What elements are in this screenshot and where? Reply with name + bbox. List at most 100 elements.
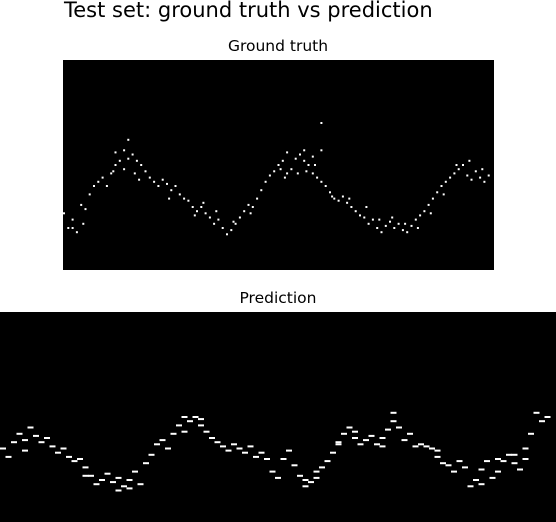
data-point [264, 180, 267, 183]
data-point [335, 443, 342, 446]
data-point [363, 439, 369, 442]
data-point [331, 195, 334, 198]
data-point [406, 231, 409, 234]
data-point [277, 164, 280, 166]
data-point [213, 222, 216, 225]
data-point [118, 159, 121, 162]
data-point [429, 212, 432, 215]
data-point [82, 466, 89, 469]
data-point [316, 176, 319, 179]
data-point [522, 447, 529, 450]
data-point [127, 138, 130, 141]
data-point [407, 432, 413, 435]
data-point [133, 172, 136, 175]
data-point [442, 193, 445, 196]
data-point [457, 168, 460, 171]
data-point [269, 470, 276, 473]
data-point [371, 218, 374, 221]
data-point [75, 231, 78, 234]
data-point [251, 206, 254, 208]
data-point [132, 470, 138, 473]
data-point [311, 155, 314, 158]
data-point [22, 449, 28, 452]
data-point [71, 218, 74, 221]
data-point [539, 420, 545, 423]
data-point [183, 197, 186, 200]
data-point [390, 411, 397, 414]
data-point [418, 443, 424, 446]
data-point [208, 216, 211, 219]
data-point [396, 426, 402, 429]
data-point [346, 201, 349, 204]
data-point [451, 470, 457, 473]
data-point [166, 182, 168, 185]
data-point [268, 174, 271, 177]
data-point [341, 432, 347, 435]
data-point [449, 176, 452, 179]
data-point [528, 432, 534, 435]
data-point [27, 426, 34, 429]
data-point [93, 483, 100, 486]
data-point [153, 180, 156, 183]
data-point [157, 185, 160, 187]
data-point [115, 489, 122, 492]
data-point [354, 210, 357, 213]
data-point [290, 168, 293, 171]
data-point [82, 222, 85, 225]
data-point [131, 153, 134, 156]
data-point [63, 212, 65, 215]
data-point [478, 468, 485, 471]
data-point [311, 172, 314, 175]
data-point [313, 470, 320, 473]
data-point [33, 434, 39, 437]
data-point [202, 201, 205, 204]
data-point [170, 432, 177, 435]
data-point [320, 149, 323, 152]
data-point [376, 227, 379, 229]
data-point [176, 424, 182, 427]
data-point [303, 159, 306, 162]
data-point [487, 174, 490, 177]
data-point [231, 443, 237, 446]
data-point [123, 149, 126, 152]
data-point [154, 443, 160, 446]
data-point [319, 466, 325, 469]
data-point [481, 168, 484, 171]
data-point [187, 420, 193, 423]
data-point [314, 164, 316, 166]
data-point [412, 445, 419, 448]
data-point [44, 437, 50, 439]
data-point [66, 455, 72, 458]
data-point [296, 172, 299, 175]
data-point [174, 185, 177, 187]
data-point [143, 462, 149, 465]
data-point [105, 185, 108, 187]
data-point [401, 439, 408, 442]
data-point [305, 170, 308, 173]
data-point [346, 426, 353, 429]
data-point [474, 170, 477, 173]
data-point [436, 191, 439, 194]
data-point [165, 447, 171, 450]
data-point [217, 218, 220, 221]
data-point [71, 227, 74, 229]
data-point [60, 447, 67, 450]
data-point [335, 441, 342, 444]
data-point [283, 176, 286, 179]
data-point [77, 458, 83, 460]
data-point [483, 180, 486, 183]
data-point [112, 170, 115, 173]
data-point [313, 476, 320, 479]
data-point [473, 479, 479, 481]
data-point [462, 164, 464, 166]
data-point [389, 220, 391, 223]
data-point [198, 418, 204, 421]
data-point [181, 430, 188, 433]
data-point [489, 476, 496, 479]
data-point [419, 214, 422, 217]
data-point [170, 189, 173, 192]
data-point [511, 462, 518, 465]
data-point [196, 210, 198, 213]
data-point [378, 218, 381, 221]
data-point [247, 203, 250, 206]
